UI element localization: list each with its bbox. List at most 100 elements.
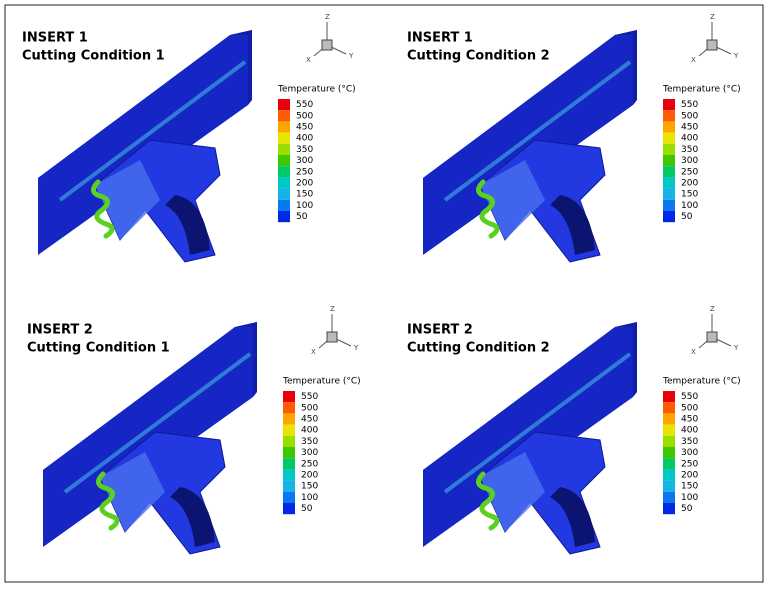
insert-hole [165, 195, 210, 255]
legend-label: 350 [301, 437, 318, 447]
beam-front [43, 327, 253, 547]
axis-cube [321, 39, 333, 51]
axis-label: Z [710, 13, 715, 21]
legend-label: 400 [301, 426, 318, 436]
beam-end [235, 322, 257, 397]
legend-swatch [663, 166, 675, 178]
insert-face [100, 452, 165, 532]
legend-swatch [278, 188, 290, 200]
legend-swatch [663, 413, 675, 425]
legend-label: 150 [301, 482, 318, 492]
panel-subtitle: Cutting Condition 2 [407, 49, 550, 64]
panel-subtitle: Cutting Condition 1 [22, 49, 165, 64]
legend-swatch [663, 155, 675, 167]
legend-swatch [283, 391, 295, 403]
legend-swatch [663, 110, 675, 122]
legend-swatch [278, 132, 290, 144]
beam-stripe [63, 352, 252, 494]
legend-label: 50 [681, 504, 693, 514]
axis-label: X [311, 348, 316, 356]
legend-label: 50 [301, 504, 313, 514]
legend-swatch [278, 110, 290, 122]
legend-label: 100 [296, 201, 313, 211]
legend-swatch [663, 199, 675, 211]
legend-label: 150 [681, 482, 698, 492]
legend-label: 400 [681, 134, 698, 144]
legend-swatch [278, 99, 290, 111]
chip [91, 179, 115, 239]
axis-label: Y [348, 52, 354, 60]
legend-swatch [663, 99, 675, 111]
legend-swatch [663, 391, 675, 403]
legend-swatch [278, 155, 290, 167]
legend-swatch [283, 469, 295, 481]
chip [476, 471, 500, 531]
legend-swatch [663, 188, 675, 200]
legend-swatch [278, 177, 290, 189]
legend-label: 300 [681, 448, 698, 458]
legend-label: 250 [681, 459, 698, 469]
insert-hole [550, 487, 595, 547]
legend-label: 100 [301, 493, 318, 503]
legend-swatch [663, 424, 675, 436]
axis-label: X [691, 348, 696, 356]
legend-swatch [278, 199, 290, 211]
legend-swatch [663, 469, 675, 481]
legend-label: 300 [301, 448, 318, 458]
legend-label: 550 [301, 392, 318, 402]
legend-swatch [283, 435, 295, 447]
beam-stripe [443, 352, 632, 494]
legend-label: 200 [296, 179, 313, 189]
beam-end [615, 322, 637, 397]
chip [476, 179, 500, 239]
legend-swatch [283, 480, 295, 492]
legend-label: 250 [301, 459, 318, 469]
insert-face [480, 452, 545, 532]
beam-front [423, 327, 633, 547]
legend-swatch [663, 435, 675, 447]
axis-cube [706, 39, 718, 51]
legend-label: 100 [681, 493, 698, 503]
panel-title: INSERT 1 [407, 31, 473, 46]
legend-swatch [663, 132, 675, 144]
legend-swatch [283, 503, 295, 515]
legend-label: 550 [681, 392, 698, 402]
beam-stripe [443, 60, 632, 202]
axis-cube [706, 331, 718, 343]
panel-title: INSERT 2 [407, 323, 473, 338]
legend-swatch [278, 121, 290, 133]
legend-label: 300 [681, 156, 698, 166]
legend-title: Temperature (°C) [282, 377, 361, 387]
axis-label: Y [353, 344, 359, 352]
legend-label: 150 [296, 190, 313, 200]
legend-label: 350 [681, 145, 698, 155]
panel: INSERT 1 Cutting Condition 2 Z X Y Temperatur… [407, 13, 741, 263]
legend-swatch [278, 143, 290, 155]
panel: INSERT 1 Cutting Condition 1 Z X Y Temperatur… [22, 13, 356, 263]
legend-swatch [663, 491, 675, 503]
panel-subtitle: Cutting Condition 1 [27, 341, 170, 356]
beam-stripe [58, 60, 247, 202]
legend-label: 150 [681, 190, 698, 200]
legend-swatch [663, 402, 675, 414]
beam-front [38, 35, 248, 255]
legend-swatch [663, 503, 675, 515]
axis-label: Y [733, 52, 739, 60]
legend-swatch [663, 211, 675, 223]
legend-label: 100 [681, 201, 698, 211]
legend-swatch [283, 424, 295, 436]
legend-swatch [283, 402, 295, 414]
legend-label: 350 [296, 145, 313, 155]
legend-label: 200 [681, 471, 698, 481]
legend-label: 400 [681, 426, 698, 436]
legend-swatch [283, 413, 295, 425]
panel-title: INSERT 2 [27, 323, 93, 338]
legend-label: 500 [681, 111, 698, 121]
panel: INSERT 2 Cutting Condition 2 Z X Y Temperatur… [407, 305, 741, 555]
legend-label: 450 [681, 123, 698, 133]
axis-label: X [306, 56, 311, 64]
legend-swatch [278, 211, 290, 223]
legend-label: 550 [296, 100, 313, 110]
axis-label: Y [733, 344, 739, 352]
axis-label: Z [330, 305, 335, 313]
